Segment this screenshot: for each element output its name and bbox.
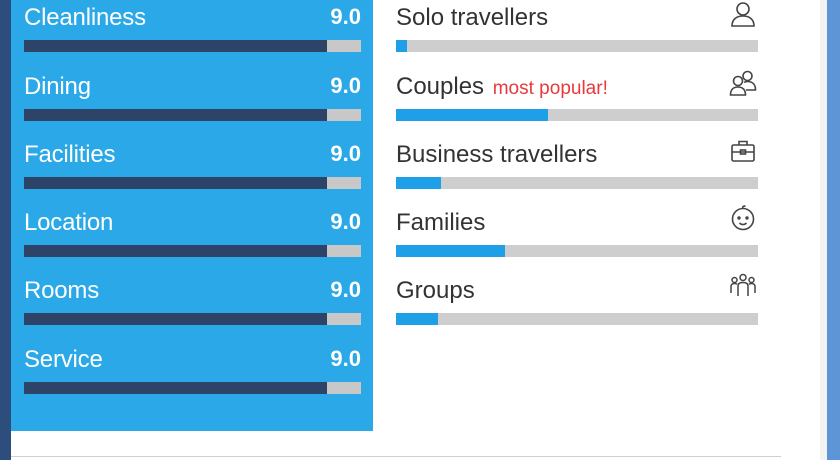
traveller-bar-fill [396,313,438,325]
score-value: 9.0 [330,209,361,234]
traveller-label: Solo travellers [396,4,549,31]
traveller-bar-fill [396,245,505,257]
score-label: Facilities [24,141,116,168]
score-bar [24,382,361,394]
briefcase-icon [729,136,757,166]
traveller-bar [396,40,758,52]
score-bar-fill [24,177,328,189]
score-value: 9.0 [330,141,361,166]
window-frame-gutter [820,0,827,460]
score-label: Service [24,346,103,373]
window-frame-left [0,0,11,460]
traveller-label: Groups [396,277,475,304]
score-label: Rooms [24,277,100,304]
score-bar [24,109,361,121]
traveller-bar-fill [396,177,442,189]
score-bar-fill [24,109,328,121]
traveller-bar-fill [396,109,549,121]
score-row-rooms: Rooms 9.0 [24,273,361,333]
traveller-label: Couples most popular! [396,73,608,100]
category-scores-panel: Cleanliness 9.0 Dining 9.0 Facilities 9.… [11,0,373,431]
traveller-row-families[interactable]: Families [396,205,758,265]
score-bar-fill [24,245,328,257]
score-bar-fill [24,40,328,52]
traveller-label: Business travellers [396,141,598,168]
score-value: 9.0 [330,277,361,302]
traveller-bar [396,109,758,121]
score-row-location: Location 9.0 [24,205,361,265]
score-value: 9.0 [330,4,361,29]
traveller-row-business[interactable]: Business travellers [396,137,758,197]
traveller-bar [396,313,758,325]
score-row-dining: Dining 9.0 [24,69,361,129]
score-bar-fill [24,382,328,394]
score-value: 9.0 [330,346,361,371]
traveller-label: Families [396,209,486,236]
traveller-bar [396,177,758,189]
couple-icon [729,68,757,98]
group-icon [729,272,757,302]
traveller-bar-fill [396,40,407,52]
traveller-row-groups[interactable]: Groups [396,273,758,333]
traveller-row-solo[interactable]: Solo travellers [396,0,758,60]
score-bar [24,245,361,257]
score-row-cleanliness: Cleanliness 9.0 [24,0,361,60]
score-bar [24,313,361,325]
score-label: Dining [24,73,91,100]
traveller-bar [396,245,758,257]
baby-face-icon [729,204,757,234]
score-label: Location [24,209,114,236]
score-value: 9.0 [330,73,361,98]
single-person-icon [729,0,757,29]
divider [11,456,781,457]
score-label: Cleanliness [24,4,146,31]
most-popular-badge: most popular! [492,78,608,99]
score-bar-fill [24,313,328,325]
window-frame-right [827,0,840,460]
score-row-facilities: Facilities 9.0 [24,137,361,197]
traveller-row-couples[interactable]: Couples most popular! [396,69,758,129]
score-row-service: Service 9.0 [24,342,361,402]
score-bar [24,177,361,189]
score-bar [24,40,361,52]
